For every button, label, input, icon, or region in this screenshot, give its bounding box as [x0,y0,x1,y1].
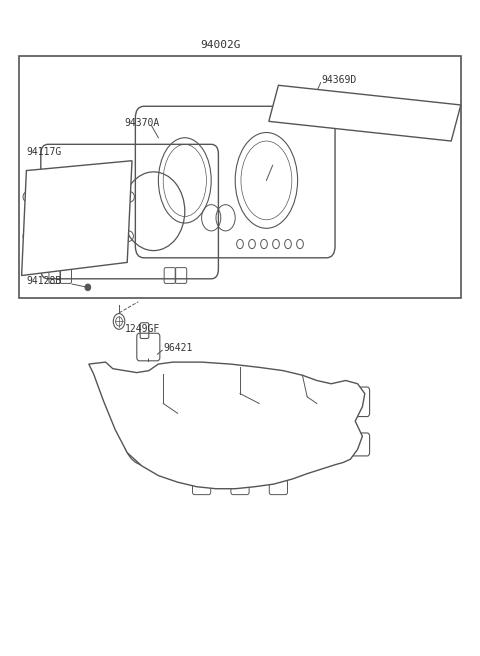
Bar [19,56,461,298]
Text: 94370A: 94370A [125,118,160,129]
Ellipse shape [85,284,91,291]
Text: 1249GF: 1249GF [125,324,160,335]
Text: 94117G: 94117G [26,147,61,157]
Text: 94002G: 94002G [201,39,241,50]
Polygon shape [269,85,461,141]
Text: 94369D: 94369D [322,75,357,85]
Polygon shape [22,161,132,276]
Text: 96421: 96421 [163,342,192,353]
Polygon shape [89,362,365,489]
Text: 94128B: 94128B [26,276,61,286]
